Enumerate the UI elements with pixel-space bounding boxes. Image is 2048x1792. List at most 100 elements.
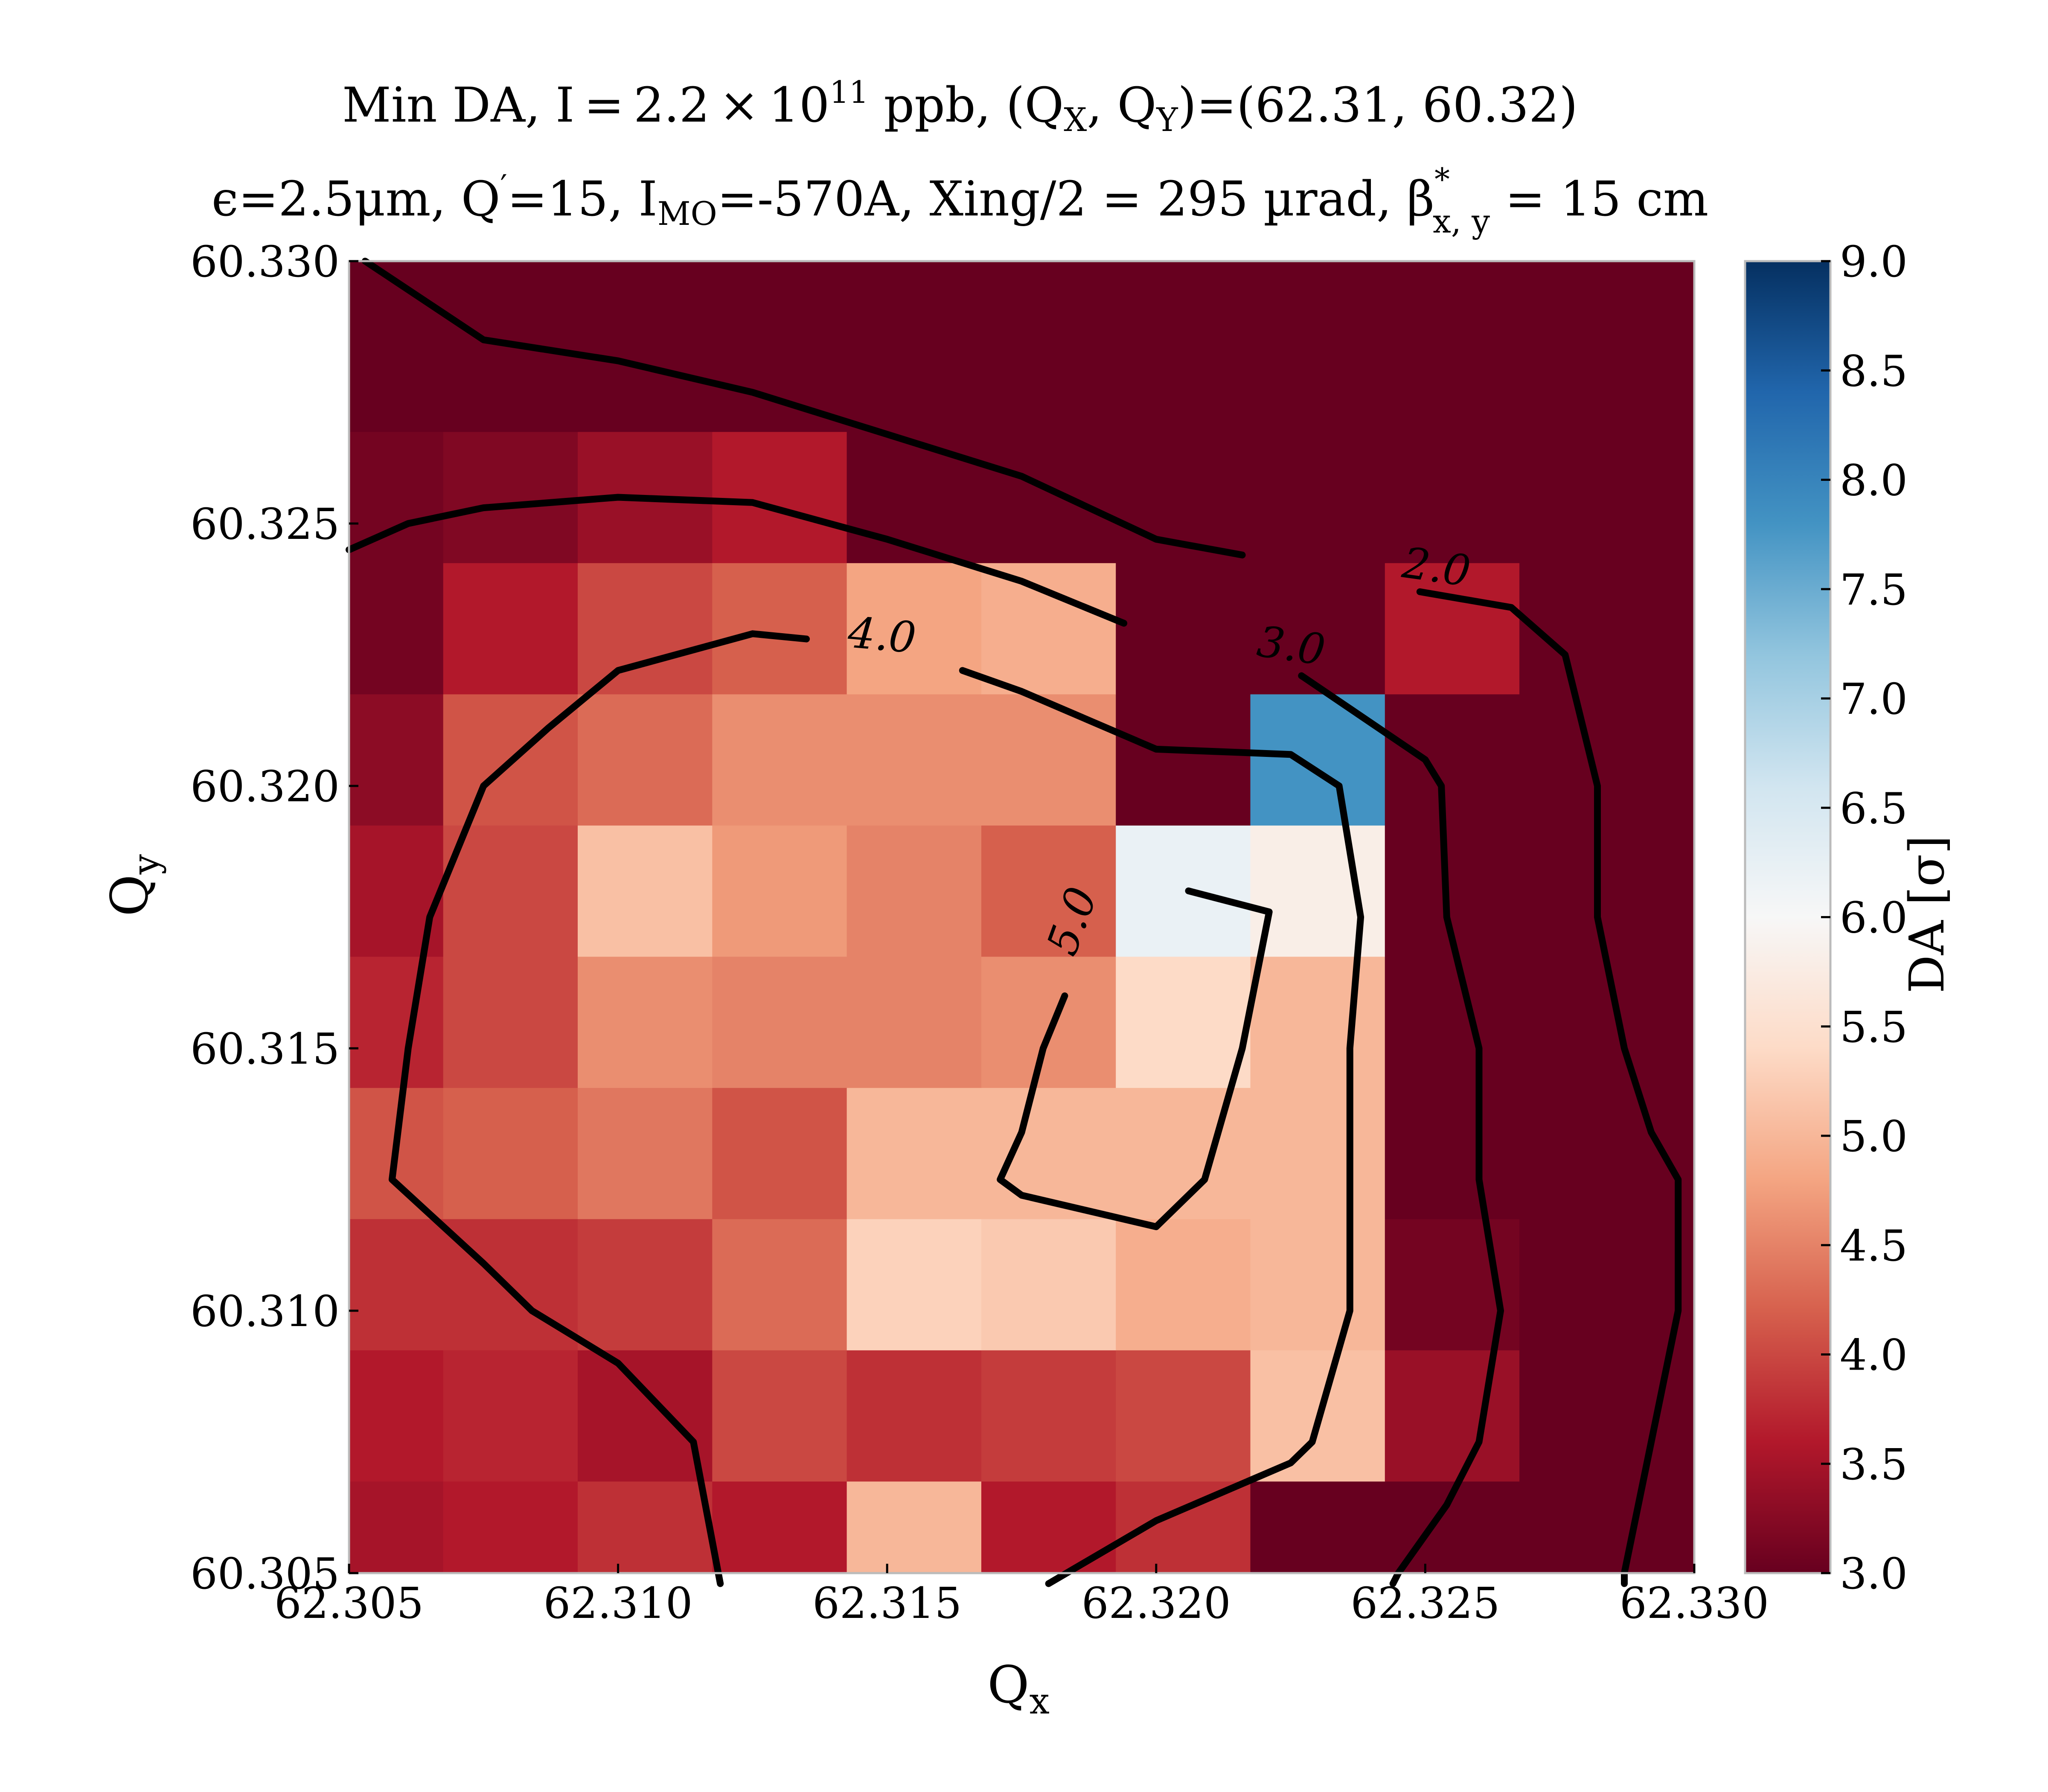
- heatmap-cell: [981, 694, 1116, 826]
- y-tick-label: 60.310: [190, 1286, 340, 1336]
- heatmap-cell: [847, 1219, 982, 1350]
- x-tick-label: 62.330: [1620, 1578, 1769, 1628]
- heatmap-cell: [981, 300, 1116, 432]
- colorbar-tick-label: 9.0: [1840, 237, 1908, 287]
- heatmap-cell: [847, 300, 982, 432]
- colorbar-tick-label: 3.5: [1840, 1440, 1908, 1489]
- chart-title-line-1: Min DA, I = 2.2 × 1011 ppb, (QX, QY)=(62…: [342, 74, 1578, 139]
- contour-line-3.0: [346, 494, 1128, 627]
- colorbar-tick-label: 3.0: [1840, 1549, 1908, 1599]
- contour-label-4.0: 4.0: [846, 607, 918, 663]
- contour-line-2.0: [361, 258, 1246, 559]
- heatmap-cell: [981, 563, 1116, 695]
- y-tick-label: 60.330: [190, 237, 340, 287]
- heatmap-cell: [1519, 825, 1655, 957]
- y-axis-ticks: 60.305 60.310 60.315 60.320 60.325 60.330: [190, 237, 358, 1599]
- contour-label-2.0: 2.0: [1399, 538, 1474, 596]
- heatmap-cell: [1250, 300, 1385, 432]
- contour-line-4.0: [959, 667, 1364, 1587]
- y-axis-title: Qy: [100, 854, 167, 916]
- heatmap-cell: [712, 694, 847, 826]
- heatmap-cell: [847, 1350, 982, 1482]
- heatmap-cell: [712, 956, 847, 1088]
- colorbar-tick-label: 6.5: [1840, 783, 1908, 833]
- heatmap-cell: [578, 825, 713, 957]
- heatmap-cell: [981, 956, 1116, 1088]
- colorbar-tick-label: 7.5: [1840, 565, 1908, 615]
- colorbar-tick-label: 8.0: [1840, 456, 1908, 506]
- heatmap-cell: [1519, 300, 1655, 432]
- heatmap-cell: [712, 1088, 847, 1219]
- heatmap-cell: [443, 825, 578, 957]
- heatmap-cell: [981, 1219, 1116, 1350]
- heatmap-cell: [1250, 1481, 1385, 1574]
- heatmap-cell: [1116, 563, 1251, 695]
- heatmap-cell: [578, 694, 713, 826]
- x-tick-label: 62.310: [544, 1578, 693, 1628]
- heatmap-cell: [1519, 1088, 1655, 1219]
- heatmap-cell: [1116, 694, 1251, 826]
- colorbar-tick-label: 5.0: [1840, 1111, 1908, 1161]
- chart-title-line-2: ϵ=2.5μm, Q′=15, IMO=-570A, Xing/2 = 295 …: [212, 161, 1708, 240]
- x-axis-title: Qx: [987, 1655, 1050, 1722]
- heatmap-cell: [349, 1481, 444, 1574]
- heatmap-cell: [1116, 1219, 1251, 1350]
- heatmap-cell: [1116, 825, 1251, 957]
- heatmap-cell: [1385, 300, 1520, 432]
- heatmap-cell: [1519, 563, 1655, 695]
- heatmap-cell: [349, 1219, 444, 1350]
- heatmap-cell: [1385, 1088, 1520, 1219]
- heatmap-cell: [981, 1088, 1116, 1219]
- heatmap-cell: [1519, 431, 1655, 563]
- heatmap-cell: [443, 956, 578, 1088]
- x-tick-label: 62.320: [1082, 1578, 1231, 1628]
- heatmap-cell: [981, 1350, 1116, 1482]
- heatmap-cell: [1116, 1481, 1251, 1574]
- heatmap-cell: [1385, 956, 1520, 1088]
- heatmap-cell: [1116, 1350, 1251, 1482]
- heatmap-cell: [349, 956, 444, 1088]
- heatmap-cell: [578, 1350, 713, 1482]
- heatmap-cell: [443, 1088, 578, 1219]
- heatmap-cell: [1250, 825, 1385, 957]
- heatmap-cell: [578, 1088, 713, 1219]
- heatmap-cell: [1519, 694, 1655, 826]
- heatmap-cell: [847, 1481, 982, 1574]
- plot-area: 2.03.04.05.0: [346, 258, 1696, 1587]
- heatmap-cell: [847, 694, 982, 826]
- heatmap-cell: [847, 956, 982, 1088]
- x-tick-label: 62.315: [812, 1578, 962, 1628]
- heatmap-cell: [1519, 1350, 1655, 1482]
- plot-frame: [348, 260, 1696, 1574]
- contour-line-4.0: [388, 630, 810, 1587]
- heatmap-cell: [1385, 694, 1520, 826]
- heatmap-cell: [1385, 1350, 1520, 1482]
- contour-line-2.0: [1416, 588, 1682, 1587]
- heatmap-cell: [712, 1481, 847, 1574]
- contour-lines: [346, 258, 1682, 1587]
- heatmap-cell: [1250, 1088, 1385, 1219]
- heatmap-cell: [1385, 431, 1520, 563]
- heatmap-cell: [981, 431, 1116, 563]
- y-tick-label: 60.315: [190, 1024, 340, 1074]
- colorbar-tick-label: 7.0: [1840, 674, 1908, 724]
- heatmap-cell: [349, 694, 444, 826]
- y-tick-label: 60.320: [190, 762, 340, 812]
- heatmap-cell: [981, 825, 1116, 957]
- contour-label-3.0: 3.0: [1254, 616, 1328, 675]
- heatmap-cell: [443, 1350, 578, 1482]
- heatmap-cell: [1250, 956, 1385, 1088]
- heatmap-cell: [578, 1481, 713, 1574]
- contour-labels: 2.03.04.05.0: [846, 538, 1474, 962]
- heatmap-cell: [443, 431, 578, 563]
- heatmap-cell: [578, 563, 713, 695]
- heatmap-cell: [1250, 563, 1385, 695]
- colorbar-ticks: 3.0 3.5 4.0 4.5 5.0 5.5 6.0 6.5 7.0 7.5 8.0 8.5 9.0: [1821, 237, 1908, 1599]
- heatmap-cell: [578, 1219, 713, 1350]
- heatmap-cell: [578, 956, 713, 1088]
- colorbar-gradient: [1744, 260, 1832, 1574]
- x-tick-label: 62.325: [1350, 1578, 1500, 1628]
- heatmap-cell: [712, 1219, 847, 1350]
- heatmap-cell: [349, 300, 444, 432]
